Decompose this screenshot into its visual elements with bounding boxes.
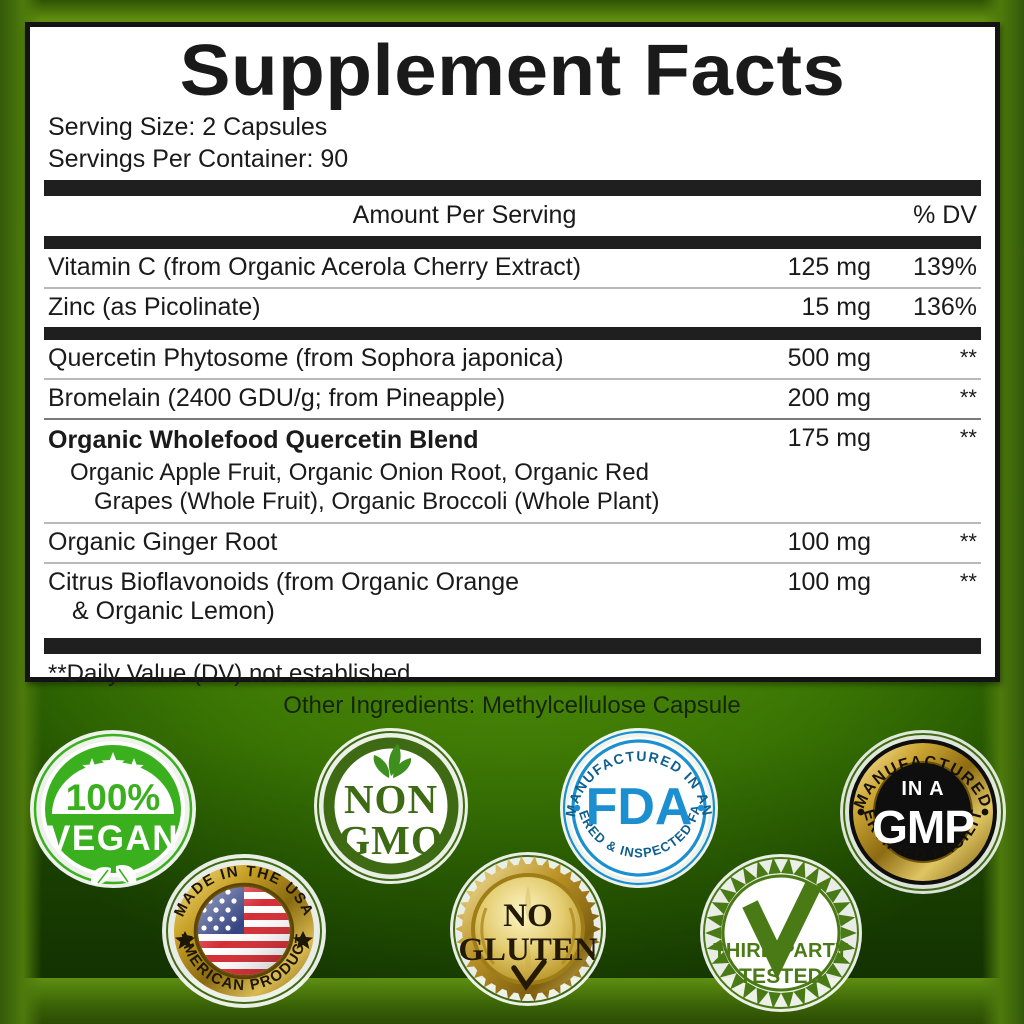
table-header-row: Amount Per Serving % DV bbox=[44, 196, 981, 236]
laurel-icon bbox=[480, 907, 576, 965]
nutrient-rows-group-2: Zinc (as Picolinate) 15 mg 136% bbox=[44, 289, 981, 327]
divider-after-vitamins bbox=[44, 327, 981, 340]
nutrient-dv: ** bbox=[959, 385, 977, 410]
leaf-sprout-icon bbox=[373, 744, 412, 778]
table-row: Vitamin C (from Organic Acerola Cherry E… bbox=[44, 249, 981, 287]
badge-third-party-tested: THIRD PARTY TESTED bbox=[698, 852, 864, 1014]
divider-hairline bbox=[44, 378, 981, 380]
badge-gmp-center: GMP bbox=[872, 801, 974, 853]
blend-ingredients-line-2: Grapes (Whole Fruit), Organic Broccoli (… bbox=[94, 488, 660, 515]
nutrient-rows-group-5: Organic Ginger Root 100 mg ** bbox=[44, 524, 981, 562]
blend-dv: ** bbox=[959, 425, 977, 450]
nutrient-name: Citrus Bioflavonoids (from Organic Orang… bbox=[44, 564, 735, 631]
divider-before-blend bbox=[44, 418, 981, 420]
nutrient-amount: 100 mg bbox=[787, 568, 871, 596]
serving-size: Serving Size: 2 Capsules bbox=[48, 113, 328, 141]
nutrient-rows-group-1: Vitamin C (from Organic Acerola Cherry E… bbox=[44, 249, 981, 287]
badge-gluten-line-1: NO bbox=[503, 898, 553, 934]
badge-vegan-line-1: 100% bbox=[66, 777, 161, 818]
blend-ingredients-line-1: Organic Apple Fruit, Organic Onion Root,… bbox=[70, 459, 649, 486]
badge-fda: MANUFACTURED IN AN REGISTERED & INSPECTE… bbox=[558, 726, 720, 890]
nutrient-name: Organic Ginger Root bbox=[48, 528, 278, 556]
badge-gmp-center-small: IN A bbox=[901, 778, 944, 800]
dot-decoration bbox=[857, 808, 989, 816]
table-row: Zinc (as Picolinate) 15 mg 136% bbox=[44, 289, 981, 327]
badge-gmp: MANUFACTURED CERTIFIED FACILITY IN A GMP bbox=[838, 728, 1008, 896]
daily-value-footnote: **Daily Value (DV) not established bbox=[48, 660, 411, 687]
citrus-row: Citrus Bioflavonoids (from Organic Orang… bbox=[44, 564, 981, 631]
nutrient-dv: ** bbox=[959, 345, 977, 370]
citrus-name-line-2: & Organic Lemon) bbox=[72, 597, 275, 625]
badge-no-gluten: NO GLUTEN bbox=[448, 850, 608, 1008]
blend-ingredients: Organic Apple Fruit, Organic Onion Root,… bbox=[44, 458, 981, 522]
nutrient-rows-group-3: Quercetin Phytosome (from Sophora japoni… bbox=[44, 340, 981, 378]
other-ingredients: Other Ingredients: Methylcellulose Capsu… bbox=[283, 692, 741, 719]
divider-thick-top bbox=[44, 180, 981, 196]
checkmark-icon bbox=[742, 880, 822, 980]
table-row: Organic Ginger Root 100 mg ** bbox=[44, 524, 981, 562]
table-row: Bromelain (2400 GDU/g; from Pineapple) 2… bbox=[44, 380, 981, 418]
badge-nongmo-line-1: NON bbox=[344, 776, 438, 822]
divider-hairline bbox=[44, 287, 981, 289]
blend-amount: 175 mg bbox=[787, 424, 871, 452]
supplement-facts-table: Amount Per Serving % DV bbox=[44, 196, 981, 236]
divider-thick-bottom bbox=[44, 638, 981, 654]
table-row: Quercetin Phytosome (from Sophora japoni… bbox=[44, 340, 981, 378]
citrus-name-line-1: Citrus Bioflavonoids (from Organic Orang… bbox=[48, 568, 520, 596]
table-row: Citrus Bioflavonoids (from Organic Orang… bbox=[44, 564, 981, 631]
checkmark-icon bbox=[511, 959, 547, 991]
nutrient-amount: 500 mg bbox=[787, 344, 871, 372]
badge-fda-center: FDA bbox=[586, 778, 693, 836]
nutrient-dv: 139% bbox=[913, 253, 977, 281]
badge-gluten-line-2: GLUTEN bbox=[458, 932, 598, 968]
nutrient-amount: 125 mg bbox=[787, 253, 871, 281]
star-icon bbox=[175, 931, 313, 949]
nutrient-name: Bromelain (2400 GDU/g; from Pineapple) bbox=[48, 384, 506, 412]
nutrient-amount: 200 mg bbox=[787, 384, 871, 412]
nutrient-dv: ** bbox=[959, 569, 977, 594]
badge-nongmo-line-2: GMO bbox=[338, 817, 443, 863]
nutrient-name: Quercetin Phytosome (from Sophora japoni… bbox=[48, 344, 564, 372]
nutrient-name: Vitamin C (from Organic Acerola Cherry E… bbox=[48, 253, 582, 281]
divider-hairline bbox=[44, 522, 981, 524]
wheat-icon bbox=[525, 886, 531, 974]
nutrient-name: Zinc (as Picolinate) bbox=[48, 293, 261, 321]
nutrient-amount: 100 mg bbox=[787, 528, 871, 556]
divider-hairline bbox=[44, 562, 981, 564]
badge-vegan: 100% VEGAN bbox=[28, 728, 198, 890]
column-header-dv: % DV bbox=[913, 201, 977, 229]
leaf-icon bbox=[90, 864, 137, 885]
servings-per-container: Servings Per Container: 90 bbox=[48, 145, 349, 173]
blend-name: Organic Wholefood Quercetin Blend bbox=[48, 426, 479, 454]
badge-non-gmo: NON GMO bbox=[312, 726, 470, 886]
column-header-amount: Amount Per Serving bbox=[352, 201, 577, 229]
dot-decoration bbox=[573, 804, 705, 812]
divider-after-header bbox=[44, 236, 981, 249]
badge-vegan-line-2: VEGAN bbox=[47, 819, 179, 858]
nutrient-dv: 136% bbox=[913, 293, 977, 321]
badge-tpt-line-1: THIRD PARTY bbox=[713, 940, 849, 962]
nutrient-rows-group-4: Bromelain (2400 GDU/g; from Pineapple) 2… bbox=[44, 380, 981, 418]
usa-flag-icon bbox=[198, 887, 290, 975]
nutrient-amount: 15 mg bbox=[801, 293, 871, 321]
supplement-facts-panel: Supplement Facts Serving Size: 2 Capsule… bbox=[25, 22, 1000, 687]
badge-tpt-line-2: TESTED bbox=[739, 965, 823, 988]
nutrient-dv: ** bbox=[959, 529, 977, 554]
page-title: Supplement Facts bbox=[179, 31, 846, 111]
blend-row: Organic Wholefood Quercetin Blend 175 mg… bbox=[44, 420, 981, 522]
